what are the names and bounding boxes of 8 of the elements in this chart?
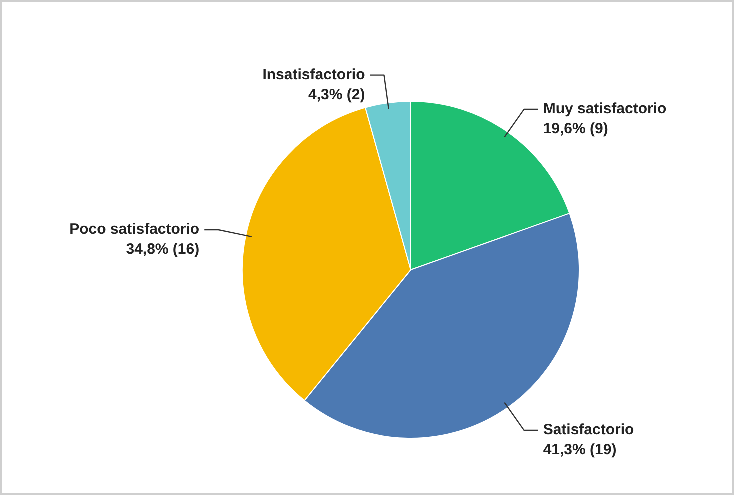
data-label: 4,3% (2) (308, 86, 366, 104)
data-label: 41,3% (19) (543, 442, 617, 459)
slice-label: Muy satisfactorio (543, 100, 667, 118)
slice-label: Poco satisfactorio (70, 221, 200, 238)
slice-label: Satisfactorio (543, 422, 634, 439)
data-label: 34,8% (16) (126, 241, 200, 258)
data-label: 19,6% (9) (543, 120, 608, 138)
slice-label: Insatisfactorio (262, 66, 366, 84)
